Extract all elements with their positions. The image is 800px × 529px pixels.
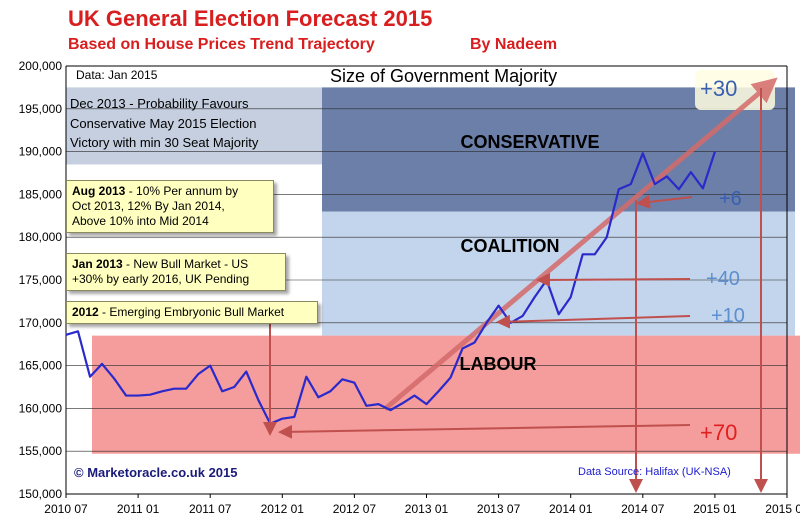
x-tick-label: 2010 07 xyxy=(44,502,88,516)
note-aug-2013-heading: Aug 2013 xyxy=(72,184,126,198)
series-line-house-prices xyxy=(65,151,716,425)
zone-label-conservative: CONSERVATIVE xyxy=(460,132,599,152)
majority-size-title: Size of Government Majority xyxy=(330,66,558,86)
note-jan-2013-heading: Jan 2013 xyxy=(72,257,123,271)
zone-labour xyxy=(92,335,800,454)
note-dec-2013: Dec 2013 - Probability Favours Conservat… xyxy=(70,96,259,150)
annotation-arrow xyxy=(636,194,693,209)
chart-subtitle: Based on House Prices Trend Trajectory xyxy=(68,36,375,53)
note-aug-2013: Aug 2013 - 10% Per annum by Oct 2013, 12… xyxy=(66,180,274,233)
author-byline: By Nadeem xyxy=(470,36,558,53)
annotation-arrow xyxy=(536,272,691,287)
y-tick-label: 150,000 xyxy=(19,487,63,501)
copyright-label: © Marketoracle.co.uk 2015 xyxy=(74,465,238,480)
trend-trajectory-arrow xyxy=(383,77,778,411)
x-tick-label: 2014 01 xyxy=(549,502,593,516)
majority-label: +40 xyxy=(706,268,740,290)
y-tick-label: 170,000 xyxy=(19,316,63,330)
y-tick-label: 180,000 xyxy=(19,230,63,244)
y-tick-label: 155,000 xyxy=(19,444,63,458)
chart-title: UK General Election Forecast 2015 xyxy=(68,6,433,31)
x-tick-label: 2015 07 xyxy=(765,502,800,516)
majority-label: +70 xyxy=(700,420,737,445)
y-tick-label: 190,000 xyxy=(19,145,63,159)
data-source-label: Data Source: Halifax (UK-NSA) xyxy=(578,466,731,478)
y-tick-label: 165,000 xyxy=(19,359,63,373)
annotation-arrow xyxy=(496,314,691,329)
x-tick-label: 2012 01 xyxy=(261,502,305,516)
note-2012-heading: 2012 xyxy=(72,305,99,319)
x-tick-label: 2012 07 xyxy=(333,502,377,516)
y-tick-label: 175,000 xyxy=(19,273,63,287)
x-tick-label: 2014 07 xyxy=(621,502,665,516)
x-tick-label: 2015 01 xyxy=(693,502,737,516)
y-tick-label: 200,000 xyxy=(19,59,63,73)
x-tick-label: 2011 07 xyxy=(189,502,232,516)
data-date-label: Data: Jan 2015 xyxy=(76,68,158,82)
note-jan-2013-body: - New Bull Market - US +30% by early 201… xyxy=(72,257,250,286)
x-tick-label: 2013 07 xyxy=(477,502,521,516)
zone-label-labour: LABOUR xyxy=(460,354,537,374)
note-2012: 2012 - Emerging Embryonic Bull Market xyxy=(66,301,318,324)
zone-label-coalition: COALITION xyxy=(461,236,560,256)
y-tick-label: 160,000 xyxy=(19,401,63,415)
x-tick-label: 2011 01 xyxy=(117,502,160,516)
x-tick-label: 2013 01 xyxy=(405,502,449,516)
majority-label: +10 xyxy=(711,305,745,327)
majority-label: +6 xyxy=(719,188,742,210)
y-tick-label: 185,000 xyxy=(19,187,63,201)
y-tick-label: 195,000 xyxy=(19,102,63,116)
majority-label: +30 xyxy=(700,76,737,101)
note-jan-2013: Jan 2013 - New Bull Market - US +30% by … xyxy=(66,253,286,291)
note-2012-body: - Emerging Embryonic Bull Market xyxy=(98,305,285,319)
annotation-arrow xyxy=(278,424,691,439)
note-aug-2013-body: - 10% Per annum by Oct 2013, 12% By Jan … xyxy=(72,184,239,228)
